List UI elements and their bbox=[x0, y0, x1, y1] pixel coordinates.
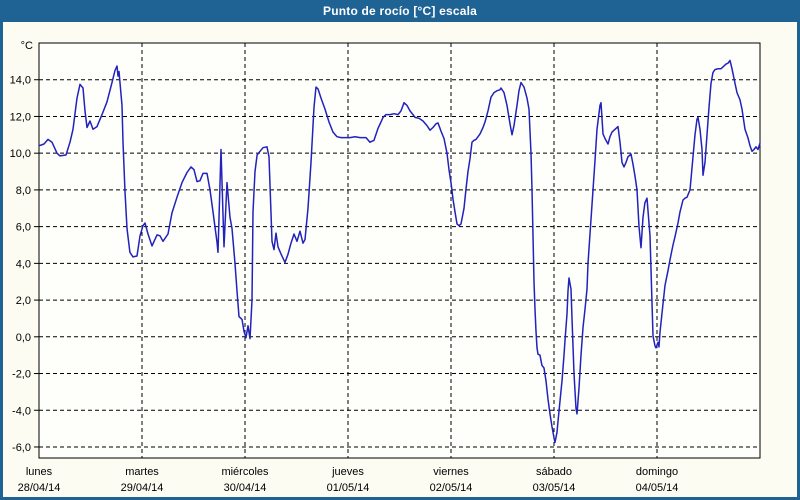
dew-point-line bbox=[38, 59, 761, 444]
y-tick-label: 2,0 bbox=[16, 295, 31, 307]
y-tick-label: -4,0 bbox=[12, 405, 31, 417]
y-tick-label: -6,0 bbox=[12, 442, 31, 454]
x-tick-day: sábado bbox=[536, 466, 572, 478]
x-tick-day: jueves bbox=[331, 466, 364, 478]
x-tick-date: 30/04/14 bbox=[224, 482, 267, 494]
y-axis-unit-label: °C bbox=[21, 40, 33, 52]
y-tick-label: 4,0 bbox=[16, 258, 31, 270]
x-tick-day: domingo bbox=[636, 466, 678, 478]
y-tick-label: 6,0 bbox=[16, 222, 31, 234]
y-tick-label: 8,0 bbox=[16, 185, 31, 197]
y-tick-label: 0,0 bbox=[16, 332, 31, 344]
x-tick-day: miércoles bbox=[221, 466, 269, 478]
x-tick-date: 02/05/14 bbox=[430, 482, 473, 494]
x-tick-date: 03/05/14 bbox=[533, 482, 576, 494]
x-tick-day: lunes bbox=[26, 466, 53, 478]
x-tick-date: 29/04/14 bbox=[121, 482, 164, 494]
x-tick-date: 28/04/14 bbox=[18, 482, 61, 494]
y-tick-label: 12,0 bbox=[10, 111, 31, 123]
y-tick-label: 14,0 bbox=[10, 75, 31, 87]
x-tick-date: 01/05/14 bbox=[327, 482, 370, 494]
x-tick-day: martes bbox=[125, 466, 159, 478]
plot-area bbox=[39, 43, 760, 458]
x-tick-date: 04/05/14 bbox=[636, 482, 679, 494]
dew-point-chart: 14,0 12,0 10,0 8,0 6,0 4,0 2,0 0,0 -2,0 -4,0 -6,0 l… bbox=[10, 40, 761, 494]
plot-border bbox=[38, 42, 761, 459]
x-tick-day: viernes bbox=[433, 466, 469, 478]
y-tick-label: -2,0 bbox=[12, 369, 31, 381]
chart-container: 14,0 12,0 10,0 8,0 6,0 4,0 2,0 0,0 -2,0 -4,0 -6,0 l… bbox=[3, 22, 797, 497]
title-bar[interactable]: Punto de rocío [°C] escala bbox=[0, 0, 800, 22]
window-title: Punto de rocío [°C] escala bbox=[322, 4, 478, 18]
y-tick-label: 10,0 bbox=[10, 148, 31, 160]
